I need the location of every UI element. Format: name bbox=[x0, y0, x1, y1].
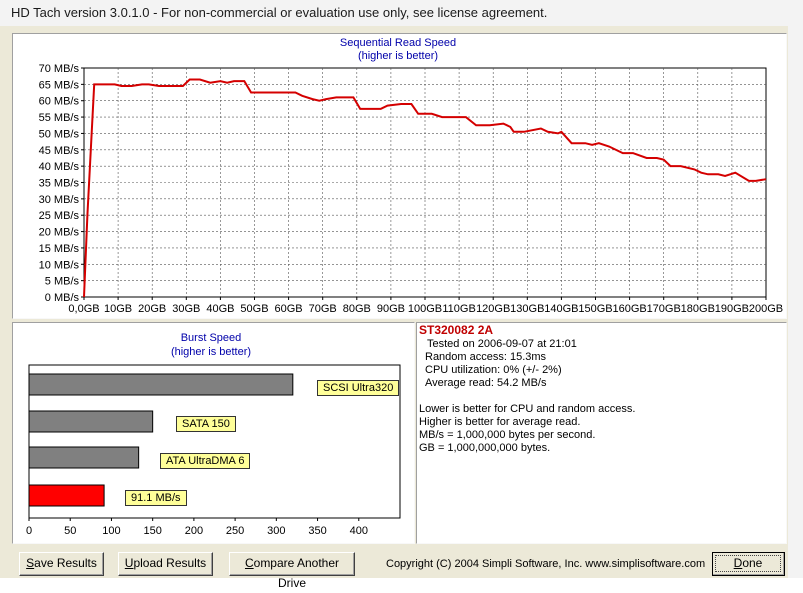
save-results-accel: S bbox=[26, 556, 35, 570]
burst-bar-3 bbox=[28, 484, 105, 507]
bar-label-current: 91.1 MB/s bbox=[125, 490, 187, 506]
seq-x-tick-label: 20GB bbox=[138, 303, 166, 315]
burst-x-tick-label: 400 bbox=[350, 525, 368, 537]
seq-x-tick-label: 160GB bbox=[612, 303, 646, 315]
random-access: Random access: 15.3ms bbox=[425, 351, 547, 363]
burst-bar-2 bbox=[28, 446, 140, 469]
results-panel bbox=[416, 322, 787, 544]
seq-x-tick-label: 70GB bbox=[309, 303, 337, 315]
seq-y-tick-label: 40 MB/s bbox=[39, 161, 80, 173]
seq-y-tick-label: 70 MB/s bbox=[39, 63, 80, 75]
compare-drive-accel: C bbox=[244, 556, 254, 570]
done-focus-rect: Done bbox=[715, 555, 781, 572]
note-mbs-definition: MB/s = 1,000,000 bytes per second. bbox=[419, 429, 596, 441]
done-label: one bbox=[742, 556, 763, 570]
seq-x-tick-label: 170GB bbox=[647, 303, 681, 315]
burst-x-tick-label: 200 bbox=[185, 525, 203, 537]
burst-chart-subtitle: (higher is better) bbox=[171, 346, 251, 358]
seq-x-tick-label: 50GB bbox=[240, 303, 268, 315]
seq-y-tick-label: 25 MB/s bbox=[39, 210, 80, 222]
seq-x-tick-label: 120GB bbox=[476, 303, 510, 315]
tested-on: Tested on 2006-09-07 at 21:01 bbox=[427, 338, 577, 350]
seq-y-tick-label: 55 MB/s bbox=[39, 112, 80, 124]
compare-drive-label: ompare Another Drive bbox=[253, 556, 340, 590]
seq-x-tick-label: 110GB bbox=[442, 303, 475, 315]
seq-x-tick-label: 10GB bbox=[104, 303, 132, 315]
seq-x-tick-label: 60GB bbox=[275, 303, 303, 315]
seq-x-tick-label: 80GB bbox=[343, 303, 371, 315]
bar-label-scsi: SCSI Ultra320 bbox=[317, 380, 400, 396]
seq-x-tick-label: 130GB bbox=[510, 303, 544, 315]
seq-y-tick-label: 45 MB/s bbox=[39, 145, 80, 157]
sequential-read-chart: Sequential Read Speed (higher is better)… bbox=[39, 37, 783, 315]
seq-chart-title: Sequential Read Speed bbox=[340, 37, 456, 49]
window-title: HD Tach version 3.0.1.0 - For non-commer… bbox=[11, 5, 548, 20]
seq-y-tick-label: 65 MB/s bbox=[39, 79, 80, 91]
burst-speed-panel: Burst Speed (higher is better) 0 50 100 150… bbox=[12, 322, 415, 544]
seq-x-tick-label: 90GB bbox=[377, 303, 405, 315]
done-accel: D bbox=[733, 556, 743, 570]
seq-y-tick-label: 30 MB/s bbox=[39, 194, 80, 206]
seq-y-tick-label: 10 MB/s bbox=[39, 259, 80, 271]
seq-x-tick-label: 150GB bbox=[578, 303, 612, 315]
burst-x-tick-label: 0 bbox=[26, 525, 32, 537]
burst-chart-title: Burst Speed bbox=[181, 332, 242, 344]
note-gb-definition: GB = 1,000,000,000 bytes. bbox=[419, 442, 551, 454]
compare-another-drive-button[interactable]: Compare Another Drive bbox=[229, 552, 355, 590]
burst-x-tick-label: 300 bbox=[267, 525, 285, 537]
bar-label-ata: ATA UltraDMA 6 bbox=[160, 453, 251, 469]
bar-label-sata: SATA 150 bbox=[176, 416, 236, 432]
seq-x-tick-label: 180GB bbox=[681, 303, 715, 315]
burst-x-tick-label: 350 bbox=[308, 525, 326, 537]
save-results-button[interactable]: Save Results bbox=[19, 552, 104, 576]
title-bar[interactable]: HD Tach version 3.0.1.0 - For non-commer… bbox=[0, 0, 803, 27]
done-button[interactable]: Done bbox=[712, 552, 785, 576]
copyright-text: Copyright (C) 2004 Simpli Software, Inc.… bbox=[386, 558, 706, 570]
burst-x-tick-label: 150 bbox=[143, 525, 161, 537]
burst-bar-0 bbox=[28, 373, 294, 396]
seq-y-tick-label: 5 MB/s bbox=[45, 276, 80, 288]
save-results-label: ave Results bbox=[34, 556, 97, 570]
average-read: Average read: 54.2 MB/s bbox=[425, 377, 547, 389]
seq-y-tick-label: 0 MB/s bbox=[45, 292, 80, 304]
seq-x-tick-label: 200GB bbox=[749, 303, 783, 315]
burst-bar-1 bbox=[28, 410, 154, 433]
window-right-edge bbox=[788, 26, 803, 578]
seq-x-tick-label: 40GB bbox=[206, 303, 234, 315]
burst-x-tick-label: 250 bbox=[226, 525, 244, 537]
seq-y-tick-label: 60 MB/s bbox=[39, 96, 80, 108]
seq-y-tick-label: 35 MB/s bbox=[39, 178, 80, 190]
seq-y-tick-label: 15 MB/s bbox=[39, 243, 80, 255]
seq-y-tick-label: 20 MB/s bbox=[39, 227, 80, 239]
burst-speed-chart: Burst Speed (higher is better) 0 50 100 150… bbox=[26, 332, 401, 537]
seq-chart-subtitle: (higher is better) bbox=[358, 50, 438, 62]
seq-y-tick-label: 50 MB/s bbox=[39, 128, 80, 140]
drive-model: ST320082 2A bbox=[419, 323, 494, 337]
seq-x-tick-label: 100GB bbox=[408, 303, 442, 315]
seq-x-tick-label: 30GB bbox=[172, 303, 200, 315]
upload-results-button[interactable]: Upload Results bbox=[118, 552, 213, 576]
seq-x-tick-label: 0,0GB bbox=[68, 303, 99, 315]
upload-results-label: pload Results bbox=[133, 556, 207, 570]
sequential-read-panel: Sequential Read Speed (higher is better)… bbox=[12, 33, 787, 319]
seq-x-tick-label: 140GB bbox=[544, 303, 578, 315]
note-lower-better: Lower is better for CPU and random acces… bbox=[419, 403, 636, 415]
seq-x-tick-label: 190GB bbox=[715, 303, 749, 315]
burst-x-tick-label: 50 bbox=[64, 525, 76, 537]
burst-x-tick-label: 100 bbox=[102, 525, 120, 537]
seq-read-speed-line bbox=[83, 78, 767, 298]
cpu-utilization: CPU utilization: 0% (+/- 2%) bbox=[425, 364, 562, 376]
upload-results-accel: U bbox=[124, 556, 134, 570]
note-higher-better: Higher is better for average read. bbox=[419, 416, 581, 428]
